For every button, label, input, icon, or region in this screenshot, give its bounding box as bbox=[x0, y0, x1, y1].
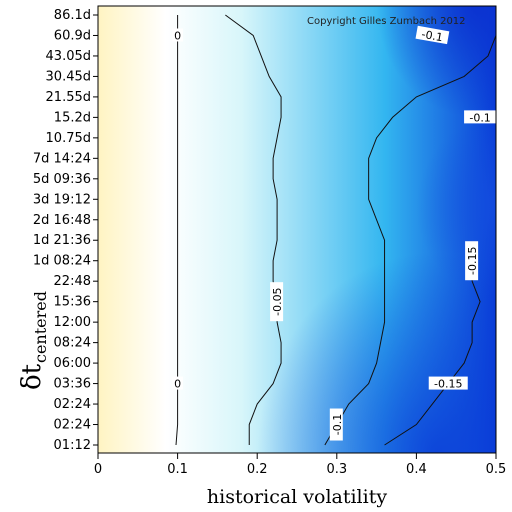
contour-line bbox=[225, 14, 282, 445]
contour-label: -0.1 bbox=[464, 110, 496, 124]
contour-label-text: -0.15 bbox=[466, 246, 479, 274]
y-axis-title-sub: centered bbox=[31, 291, 50, 363]
x-tick-label: 0.5 bbox=[486, 462, 507, 477]
y-tick-label: 86.1d bbox=[54, 8, 91, 23]
contour-labels: 0 0 -0.05 -0.1 -0.1 -0.1 -0.15 -0.15 bbox=[172, 25, 496, 441]
contour-label-text: 0 bbox=[174, 29, 181, 42]
y-tick-label: 60.9d bbox=[54, 28, 91, 43]
plot-frame bbox=[97, 5, 497, 454]
x-axis-title: historical volatility bbox=[207, 486, 387, 508]
y-tick-label: 1d 08:24 bbox=[33, 254, 91, 269]
y-tick-label: 06:00 bbox=[54, 356, 91, 371]
contour-label: -0.15 bbox=[465, 241, 479, 281]
contour-label: -0.15 bbox=[428, 376, 468, 391]
contour-label-bg bbox=[329, 408, 343, 441]
y-tick-label: 22:48 bbox=[54, 274, 91, 289]
contour-line bbox=[324, 15, 496, 446]
contour-label-bg bbox=[415, 25, 450, 45]
contour-label: -0.1 bbox=[415, 25, 450, 45]
plot-area: 0 0 -0.05 -0.1 -0.1 -0.1 -0.15 -0.15 bbox=[98, 6, 496, 453]
contour-label-text: 0 bbox=[174, 378, 181, 391]
contour-label: 0 bbox=[172, 28, 184, 42]
contour-lines bbox=[175, 14, 496, 446]
x-tick-label: 0.2 bbox=[247, 462, 268, 477]
y-tick-label: 43.05d bbox=[46, 49, 91, 64]
contour-label: 0 bbox=[172, 376, 184, 391]
contour-label-text: -0.1 bbox=[469, 111, 490, 124]
x-tick-label: 0.4 bbox=[406, 462, 427, 477]
contour-label-text: -0.15 bbox=[434, 378, 462, 391]
contour-label-bg bbox=[172, 28, 184, 42]
contour-line bbox=[175, 15, 179, 446]
y-tick-label: 08:24 bbox=[54, 336, 91, 351]
y-tick-label: 02:24 bbox=[54, 418, 91, 433]
contour-label-bg bbox=[270, 282, 284, 322]
y-tick-label: 5d 09:36 bbox=[33, 172, 91, 187]
x-tick-label: 0.3 bbox=[326, 462, 347, 477]
x-axis: 0 0.1 0.2 0.3 0.4 0.5 bbox=[94, 453, 506, 477]
contour-label: -0.1 bbox=[329, 408, 344, 441]
y-tick-label: 15:36 bbox=[54, 295, 91, 310]
contour-label-bg bbox=[465, 241, 479, 281]
y-tick-label: 03:36 bbox=[54, 377, 91, 392]
y-tick-label: 10.75d bbox=[46, 131, 91, 146]
y-tick-label: 3d 19:12 bbox=[33, 192, 91, 207]
y-axis-title-main: δt bbox=[17, 363, 47, 390]
y-axis: 01:12 02:24 02:24 03:36 06:00 08:24 12:00 15:36… bbox=[33, 8, 98, 453]
y-tick-label: 15.2d bbox=[54, 110, 91, 125]
y-tick-label: 12:00 bbox=[54, 315, 91, 330]
y-tick-label: 2d 16:48 bbox=[33, 213, 91, 228]
contour-label-text: -0.05 bbox=[271, 287, 284, 315]
contour-label-text: -0.1 bbox=[421, 28, 444, 45]
contour-line bbox=[384, 260, 481, 446]
contour-label: -0.05 bbox=[270, 282, 284, 322]
contour-label-bg bbox=[172, 376, 184, 390]
x-tick-label: 0 bbox=[94, 462, 102, 477]
copyright-text: Copyright Gilles Zumbach 2012 bbox=[307, 16, 466, 27]
contour-label-bg bbox=[428, 376, 468, 390]
x-tick-label: 0.1 bbox=[167, 462, 188, 477]
y-tick-label: 1d 21:36 bbox=[33, 233, 91, 248]
y-tick-label: 30.45d bbox=[46, 69, 91, 84]
y-tick-label: 01:12 bbox=[54, 438, 91, 453]
y-tick-label: 02:24 bbox=[54, 397, 91, 412]
y-axis-title: δt centered bbox=[17, 291, 50, 390]
contour-label-text: -0.1 bbox=[331, 414, 344, 435]
y-tick-label: 21.55d bbox=[46, 90, 91, 105]
contour-label-bg bbox=[464, 110, 496, 124]
y-tick-label: 7d 14:24 bbox=[33, 151, 91, 166]
